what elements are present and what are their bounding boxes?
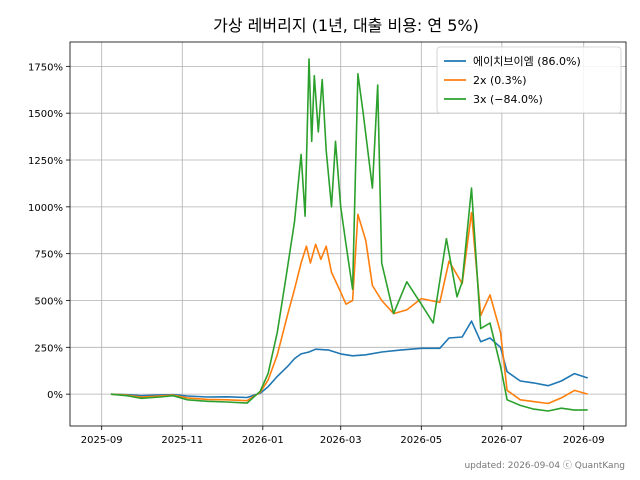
y-axis: 0% 250% 500% 750% 1000% 1250% 1500% 1750% [28, 62, 70, 401]
y-tick-label: 0% [47, 390, 63, 401]
legend-label-2: 2x (0.3%) [473, 74, 527, 87]
series-line-3 [110, 58, 588, 412]
x-tick-label: 2025-09 [81, 435, 123, 446]
legend-label-1: 에이치브이엠 (86.0%) [473, 55, 581, 68]
x-tick-label: 2026-03 [320, 435, 362, 446]
series-lines [110, 58, 588, 412]
x-tick-label: 2025-11 [161, 435, 203, 446]
y-tick-label: 250% [34, 343, 63, 354]
y-tick-label: 1000% [28, 203, 63, 214]
legend-label-3: 3x (−84.0%) [473, 93, 543, 106]
y-tick-label: 1250% [28, 156, 63, 167]
plot-frame [69, 41, 627, 427]
series-line-2 [110, 211, 588, 405]
chart-title: 가상 레버리지 (1년, 대출 비용: 연 5%) [213, 16, 479, 35]
y-tick-label: 1750% [28, 62, 63, 73]
x-axis: 2025-09 2025-11 2026-01 2026-03 2026-05 2026-… [81, 426, 605, 446]
legend-box [436, 46, 622, 114]
x-tick-label: 2026-01 [242, 435, 284, 446]
y-tick-label: 500% [34, 296, 63, 307]
legend: 에이치브이엠 (86.0%) 2x (0.3%) 3x (−84.0%) [436, 46, 622, 114]
y-tick-label: 1500% [28, 109, 63, 120]
series-line-1 [110, 320, 588, 399]
x-tick-label: 2026-09 [563, 435, 605, 446]
y-tick-label: 750% [34, 250, 63, 261]
x-tick-label: 2026-05 [400, 435, 442, 446]
footnote: updated: 2026-09-04 ⓒ QuantKang [464, 460, 625, 471]
x-tick-label: 2026-07 [481, 435, 523, 446]
